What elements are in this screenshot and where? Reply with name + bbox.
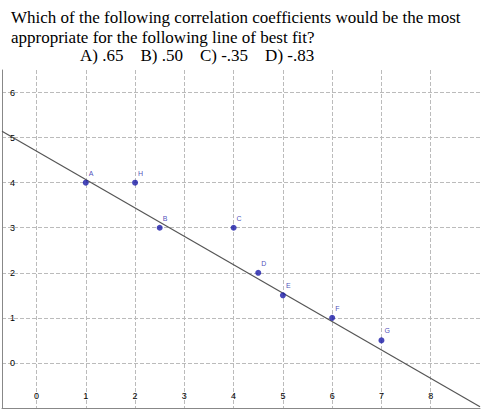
svg-text:A: A bbox=[89, 170, 94, 177]
svg-text:2: 2 bbox=[10, 268, 15, 278]
svg-text:B: B bbox=[163, 215, 168, 222]
svg-text:5: 5 bbox=[280, 391, 285, 401]
svg-text:0: 0 bbox=[34, 391, 39, 401]
svg-text:Which of the following correla: Which of the following correlation coeff… bbox=[11, 8, 465, 27]
svg-text:1: 1 bbox=[83, 391, 88, 401]
svg-text:3: 3 bbox=[182, 391, 187, 401]
svg-text:6: 6 bbox=[10, 88, 15, 98]
svg-text:2: 2 bbox=[133, 391, 138, 401]
svg-text:C: C bbox=[237, 215, 242, 222]
svg-text:A) .65 B) .50 C) -.35: A) .65 B) .50 C) -.35 D) -.83 bbox=[80, 46, 314, 65]
svg-text:F: F bbox=[335, 305, 339, 312]
svg-text:6: 6 bbox=[330, 391, 335, 401]
svg-text:appropriate for the following: appropriate for the following line of be… bbox=[11, 28, 315, 47]
svg-text:E: E bbox=[286, 282, 291, 289]
svg-text:8: 8 bbox=[428, 391, 433, 401]
svg-text:D: D bbox=[261, 260, 266, 267]
svg-text:0: 0 bbox=[10, 358, 15, 368]
svg-text:G: G bbox=[384, 327, 389, 334]
svg-text:5: 5 bbox=[10, 132, 15, 143]
svg-text:4: 4 bbox=[231, 391, 236, 401]
svg-text:H: H bbox=[138, 170, 143, 177]
svg-text:1: 1 bbox=[10, 313, 15, 323]
svg-text:3: 3 bbox=[10, 223, 15, 233]
svg-text:7: 7 bbox=[379, 391, 384, 401]
svg-text:4: 4 bbox=[10, 178, 15, 188]
